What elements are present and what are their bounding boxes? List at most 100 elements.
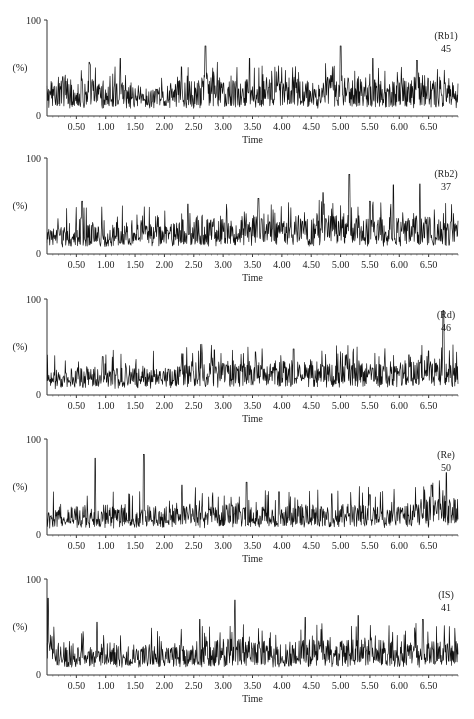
x-tick-label: 5.00 xyxy=(332,541,350,552)
x-tick-label: 6.00 xyxy=(391,122,409,133)
x-tick-label: 3.00 xyxy=(214,401,232,412)
y-tick-label: 100 xyxy=(26,295,41,306)
compound-number: 46 xyxy=(441,323,451,334)
x-tick-label: 1.00 xyxy=(97,122,115,133)
x-tick-label: 0.50 xyxy=(68,541,86,552)
x-tick-label: 5.50 xyxy=(361,681,379,692)
x-tick-label: 4.00 xyxy=(273,401,291,412)
compound-label: (Re) xyxy=(437,450,455,461)
x-tick-label: 3.00 xyxy=(214,541,232,552)
x-tick-label: 0.50 xyxy=(68,122,86,133)
x-tick-label: 2.00 xyxy=(156,260,174,271)
series-trace xyxy=(46,45,459,109)
x-tick-label: 1.00 xyxy=(97,260,115,271)
x-tick-label: 6.00 xyxy=(391,260,409,271)
series-trace xyxy=(46,597,459,668)
x-tick-label: 4.00 xyxy=(273,541,291,552)
x-axis-label: Time xyxy=(242,135,263,146)
x-tick-label: 4.50 xyxy=(302,260,320,271)
x-tick-label: 5.00 xyxy=(332,681,350,692)
x-tick-label: 1.50 xyxy=(126,260,144,271)
x-tick-label: 4.50 xyxy=(302,681,320,692)
x-tick-label: 5.50 xyxy=(361,541,379,552)
x-tick-label: 1.50 xyxy=(126,122,144,133)
x-tick-label: 1.50 xyxy=(126,681,144,692)
x-tick-label: 6.50 xyxy=(420,122,438,133)
compound-label: (Rb2) xyxy=(434,169,457,180)
x-tick-label: 2.00 xyxy=(156,122,174,133)
x-tick-label: 4.50 xyxy=(302,541,320,552)
y-tick-label: 0 xyxy=(36,530,41,541)
x-axis-label: Time xyxy=(242,414,263,425)
x-tick-label: 6.50 xyxy=(420,681,438,692)
x-tick-label: 3.50 xyxy=(244,260,262,271)
y-tick-label: 100 xyxy=(26,575,41,586)
x-tick-label: 4.50 xyxy=(302,401,320,412)
x-tick-label: 2.50 xyxy=(185,681,203,692)
series-trace xyxy=(46,310,459,390)
x-tick-label: 2.00 xyxy=(156,541,174,552)
y-axis-label: (%) xyxy=(13,342,28,353)
compound-number: 37 xyxy=(441,182,451,193)
y-tick-label: 0 xyxy=(36,111,41,122)
x-tick-label: 5.50 xyxy=(361,122,379,133)
x-tick-label: 4.00 xyxy=(273,681,291,692)
x-tick-label: 3.50 xyxy=(244,401,262,412)
x-tick-label: 1.00 xyxy=(97,681,115,692)
x-tick-label: 1.50 xyxy=(126,541,144,552)
y-tick-label: 100 xyxy=(26,154,41,165)
x-tick-label: 2.50 xyxy=(185,541,203,552)
y-tick-label: 0 xyxy=(36,670,41,681)
x-tick-label: 0.50 xyxy=(68,260,86,271)
x-tick-label: 5.00 xyxy=(332,260,350,271)
y-axis-label: (%) xyxy=(13,482,28,493)
y-tick-label: 0 xyxy=(36,390,41,401)
x-tick-label: 4.00 xyxy=(273,260,291,271)
x-tick-label: 5.00 xyxy=(332,122,350,133)
x-axis-label: Time xyxy=(242,554,263,565)
x-tick-label: 1.00 xyxy=(97,401,115,412)
x-tick-label: 3.00 xyxy=(214,260,232,271)
compound-number: 50 xyxy=(441,463,451,474)
x-tick-label: 6.50 xyxy=(420,541,438,552)
x-axis-label: Time xyxy=(242,694,263,705)
y-axis-label: (%) xyxy=(13,201,28,212)
series-trace xyxy=(46,454,459,529)
x-tick-label: 5.00 xyxy=(332,401,350,412)
x-tick-label: 2.00 xyxy=(156,681,174,692)
chromatogram-panel: 100 0 (%) 0.50 1.00 1.50 2.00 2.50 3.00 3.50 4.00 4… xyxy=(13,16,459,146)
compound-label: (Rb1) xyxy=(434,31,457,42)
x-tick-label: 2.50 xyxy=(185,401,203,412)
chromatogram-panel: 100 0 (%) 0.50 1.00 1.50 2.00 2.50 3.00 3.50 4.00 4… xyxy=(13,435,459,565)
x-tick-label: 3.00 xyxy=(214,122,232,133)
x-tick-label: 6.50 xyxy=(420,260,438,271)
x-tick-label: 1.00 xyxy=(97,541,115,552)
x-tick-label: 3.50 xyxy=(244,541,262,552)
compound-number: 41 xyxy=(441,603,451,614)
y-axis-label: (%) xyxy=(13,622,28,633)
x-tick-label: 6.00 xyxy=(391,541,409,552)
y-tick-label: 100 xyxy=(26,435,41,446)
y-tick-label: 0 xyxy=(36,249,41,260)
x-tick-label: 2.50 xyxy=(185,260,203,271)
x-tick-label: 5.50 xyxy=(361,401,379,412)
x-tick-label: 3.50 xyxy=(244,681,262,692)
x-tick-label: 2.00 xyxy=(156,401,174,412)
x-tick-label: 0.50 xyxy=(68,681,86,692)
x-tick-label: 5.50 xyxy=(361,260,379,271)
compound-label: (IS) xyxy=(438,590,454,601)
x-tick-label: 1.50 xyxy=(126,401,144,412)
y-tick-label: 100 xyxy=(26,16,41,27)
series-trace xyxy=(46,173,459,248)
x-tick-label: 3.50 xyxy=(244,122,262,133)
compound-number: 45 xyxy=(441,44,451,55)
chromatogram-panel: 100 0 (%) 0.50 1.00 1.50 2.00 2.50 3.00 3.50 4.00 4… xyxy=(13,154,459,284)
chromatogram-panel: 100 0 (%) 0.50 1.00 1.50 2.00 2.50 3.00 3.50 4.00 4… xyxy=(13,295,459,425)
x-tick-label: 0.50 xyxy=(68,401,86,412)
x-tick-label: 4.00 xyxy=(273,122,291,133)
chromatogram-panel: 100 0 (%) 0.50 1.00 1.50 2.00 2.50 3.00 3.50 4.00 4… xyxy=(13,575,459,705)
x-axis-label: Time xyxy=(242,273,263,284)
x-tick-label: 6.00 xyxy=(391,401,409,412)
x-tick-label: 2.50 xyxy=(185,122,203,133)
y-axis-label: (%) xyxy=(13,63,28,74)
